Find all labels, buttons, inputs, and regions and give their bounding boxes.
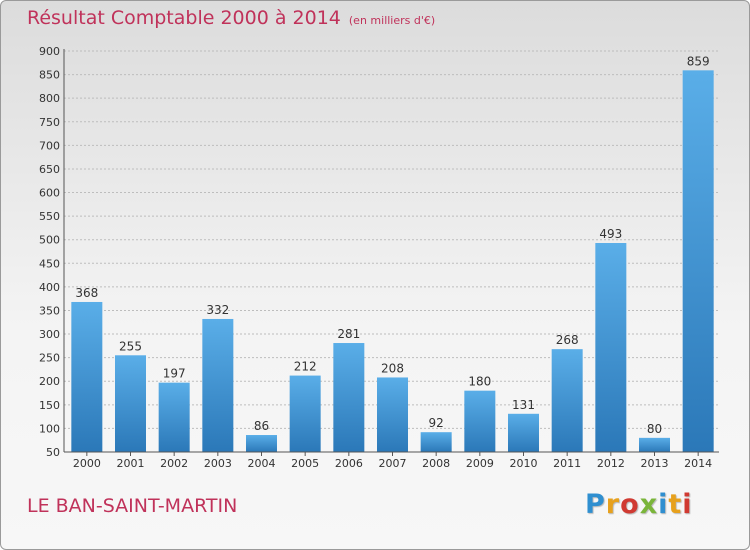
y-tick-label: 150 [39,399,60,412]
bar-2009 [464,390,496,452]
bar-2001 [115,355,146,452]
bar-2007 [377,377,408,452]
y-tick-label: 450 [39,257,60,270]
bars [71,70,714,453]
y-tick-label: 300 [39,328,60,341]
y-tick-label: 550 [39,210,60,223]
logo-letter: x [639,489,659,520]
logo-letter: r [605,489,621,520]
bar-2008 [420,432,452,452]
x-tick-label: 2003 [204,457,232,470]
chart-title: Résultat Comptable 2000 à 2014 (en millie… [27,7,435,29]
logo-letter: i [658,489,669,520]
bar-2004 [246,435,277,452]
data-label: 180 [468,375,491,389]
y-tick-label: 700 [39,139,60,152]
data-label: 859 [687,54,710,68]
bar-2012 [595,243,627,452]
bar-2002 [158,382,190,452]
y-tick-label: 50 [46,446,60,459]
data-label: 208 [381,361,404,375]
x-tick-label: 2002 [160,457,188,470]
y-axis: 50 100 150 200 250 300 350 400 450 500 550 600 650 70… [39,45,719,459]
logo-letter: P [585,489,606,520]
x-tick-label: 2007 [379,457,407,470]
data-label: 86 [254,419,269,433]
x-tick-label: 2009 [466,457,494,470]
x-tick-label: 2014 [684,457,712,470]
data-labels: 368 255 197 332 86 212 281 208 92 180 131 268 493 80 8… [75,54,709,436]
y-tick-label: 250 [39,352,60,365]
data-label: 332 [206,303,229,317]
commune-name: LE BAN-SAINT-MARTIN [27,495,238,517]
logo-letter: t [668,489,683,520]
y-tick-label: 600 [39,187,60,200]
y-tick-label: 100 [39,422,60,435]
logo-letter: i [682,489,693,520]
y-tick-label: 850 [39,69,60,82]
data-label: 281 [337,327,360,341]
bar-2014 [682,70,714,453]
chart-unit: (en milliers d'€) [348,14,436,27]
x-tick-label: 2006 [335,457,363,470]
y-tick-label: 200 [39,375,60,388]
bar-2006 [333,343,365,452]
y-tick-label: 900 [39,45,60,58]
x-tick-label: 2004 [248,457,276,470]
bar-2010 [508,413,539,452]
x-tick-label: 2008 [422,457,450,470]
y-tick-label: 400 [39,281,60,294]
data-label: 80 [647,422,662,436]
logo-letter: o [620,489,640,520]
x-tick-label: 2000 [73,457,101,470]
bar-2011 [551,349,583,452]
data-label: 268 [556,333,579,347]
y-tick-label: 800 [39,92,60,105]
x-tick-label: 2013 [641,457,669,470]
y-tick-label: 350 [39,304,60,317]
y-tick-label: 650 [39,163,60,176]
data-label: 493 [599,227,622,241]
y-tick-label: 750 [39,116,60,129]
chart-title-text: Résultat Comptable 2000 à 2014 [27,7,341,29]
bar-2000 [71,301,103,452]
data-label: 255 [119,339,142,353]
x-tick-label: 2001 [117,457,145,470]
data-label: 368 [75,286,98,300]
data-label: 197 [163,367,186,381]
proxiti-logo: Proxiti [585,489,693,520]
data-label: 131 [512,398,535,412]
x-tick-label: 2012 [597,457,625,470]
x-tick-label: 2005 [291,457,319,470]
x-axis: 2000 2001 2002 2003 2004 2005 2006 2007 2008 2009… [73,452,712,470]
bar-2005 [289,375,321,452]
x-tick-label: 2011 [553,457,581,470]
data-label: 92 [429,416,444,430]
y-tick-label: 500 [39,234,60,247]
bar-2003 [202,318,234,452]
bar-2013 [639,437,670,452]
data-label: 212 [294,360,317,374]
x-tick-label: 2010 [510,457,538,470]
